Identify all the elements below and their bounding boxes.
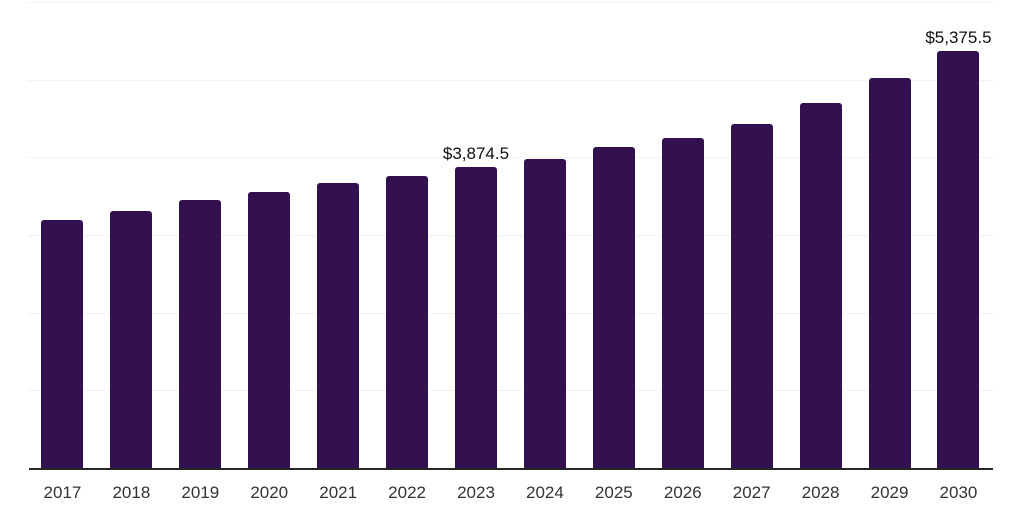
x-axis-label: 2030 <box>939 483 978 502</box>
bar-slot <box>786 2 855 468</box>
x-axis-line <box>29 468 993 470</box>
bar-2025 <box>592 147 635 468</box>
gridline <box>28 390 993 392</box>
gridline <box>28 157 993 159</box>
plot-area: $3,874.5 $5,375.5 <box>28 2 993 468</box>
x-axis-label: 2020 <box>250 483 289 502</box>
bar-2018 <box>110 210 153 468</box>
x-axis-label: 2027 <box>732 483 771 502</box>
bar-2019 <box>179 200 222 468</box>
bar-slot <box>510 2 579 468</box>
gridline <box>28 79 993 81</box>
bar-2029 <box>868 78 911 468</box>
gridline <box>28 235 993 236</box>
bar-2021 <box>317 183 360 468</box>
bar-2022 <box>386 175 429 468</box>
x-axis-label: 2028 <box>801 483 840 502</box>
x-axis-label: 2023 <box>457 483 495 502</box>
x-axis-label: 2026 <box>663 483 702 502</box>
bar-slot <box>304 2 373 468</box>
bar-2024 <box>523 158 566 468</box>
bar-slot: $5,375.5 <box>924 2 993 468</box>
bar-slot <box>235 2 304 468</box>
bar-value-label: $5,375.5 <box>925 27 992 47</box>
bars: $3,874.5 $5,375.5 <box>28 2 993 468</box>
x-axis-label: 2017 <box>43 483 82 502</box>
bar-slot <box>97 2 166 468</box>
bar-slot <box>28 2 97 468</box>
x-axis-label: 2018 <box>112 483 151 502</box>
x-axis-label: 2022 <box>388 483 426 502</box>
gridline <box>28 312 993 314</box>
x-axis-label: 2025 <box>594 483 633 502</box>
x-axis-label: 2029 <box>870 483 909 502</box>
bar-slot <box>166 2 235 468</box>
bar-2017 <box>41 220 84 468</box>
x-axis-label: 2021 <box>319 483 358 502</box>
bar-slot <box>648 2 717 468</box>
bar-slot <box>579 2 648 468</box>
x-axis-labels: 2017 2018 2019 2020 2021 2022 2023 2024 2025 2026… <box>28 483 993 503</box>
bar-2020 <box>248 191 291 468</box>
x-axis-label: 2019 <box>181 483 220 502</box>
x-axis-label: 2024 <box>526 483 564 502</box>
bar-2023 <box>454 167 497 468</box>
bar-slot <box>373 2 442 468</box>
bar-2027 <box>730 123 773 468</box>
bar-slot: $3,874.5 <box>442 2 511 468</box>
gridline <box>28 2 993 3</box>
bar-value-label: $3,874.5 <box>442 144 510 164</box>
bar-slot <box>717 2 786 468</box>
bar-2026 <box>661 137 704 468</box>
bar-slot <box>855 2 924 468</box>
bar-2028 <box>799 103 842 468</box>
bar-2030 <box>937 50 980 468</box>
